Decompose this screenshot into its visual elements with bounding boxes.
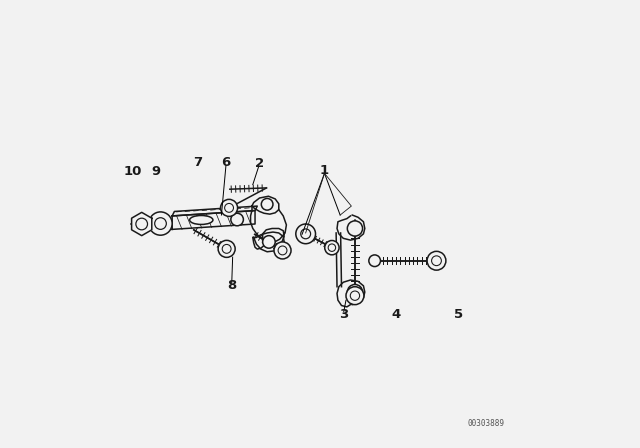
Circle shape [346,287,364,305]
Text: 3: 3 [339,308,348,321]
Text: 4: 4 [392,308,401,321]
Polygon shape [253,232,284,252]
Circle shape [261,198,273,210]
Text: 00303889: 00303889 [467,419,504,428]
Circle shape [231,213,243,226]
Circle shape [324,241,339,255]
Text: 5: 5 [454,308,463,321]
Ellipse shape [189,215,213,224]
Circle shape [149,212,172,235]
Circle shape [218,240,235,257]
Text: 9: 9 [151,164,160,178]
Polygon shape [251,210,287,249]
Polygon shape [337,215,365,307]
Circle shape [262,236,275,248]
Text: 2: 2 [255,157,264,170]
Circle shape [348,284,362,300]
Circle shape [348,221,362,236]
Text: 10: 10 [124,164,142,178]
Text: 6: 6 [221,155,230,169]
Circle shape [296,224,316,244]
Polygon shape [132,212,152,236]
Circle shape [427,251,446,270]
Text: 1: 1 [320,164,329,177]
Polygon shape [252,196,279,214]
Circle shape [221,199,237,216]
Circle shape [274,242,291,259]
Text: 8: 8 [227,279,236,293]
Circle shape [369,255,380,267]
Text: 7: 7 [193,155,203,169]
Polygon shape [172,211,255,229]
Polygon shape [172,206,257,216]
